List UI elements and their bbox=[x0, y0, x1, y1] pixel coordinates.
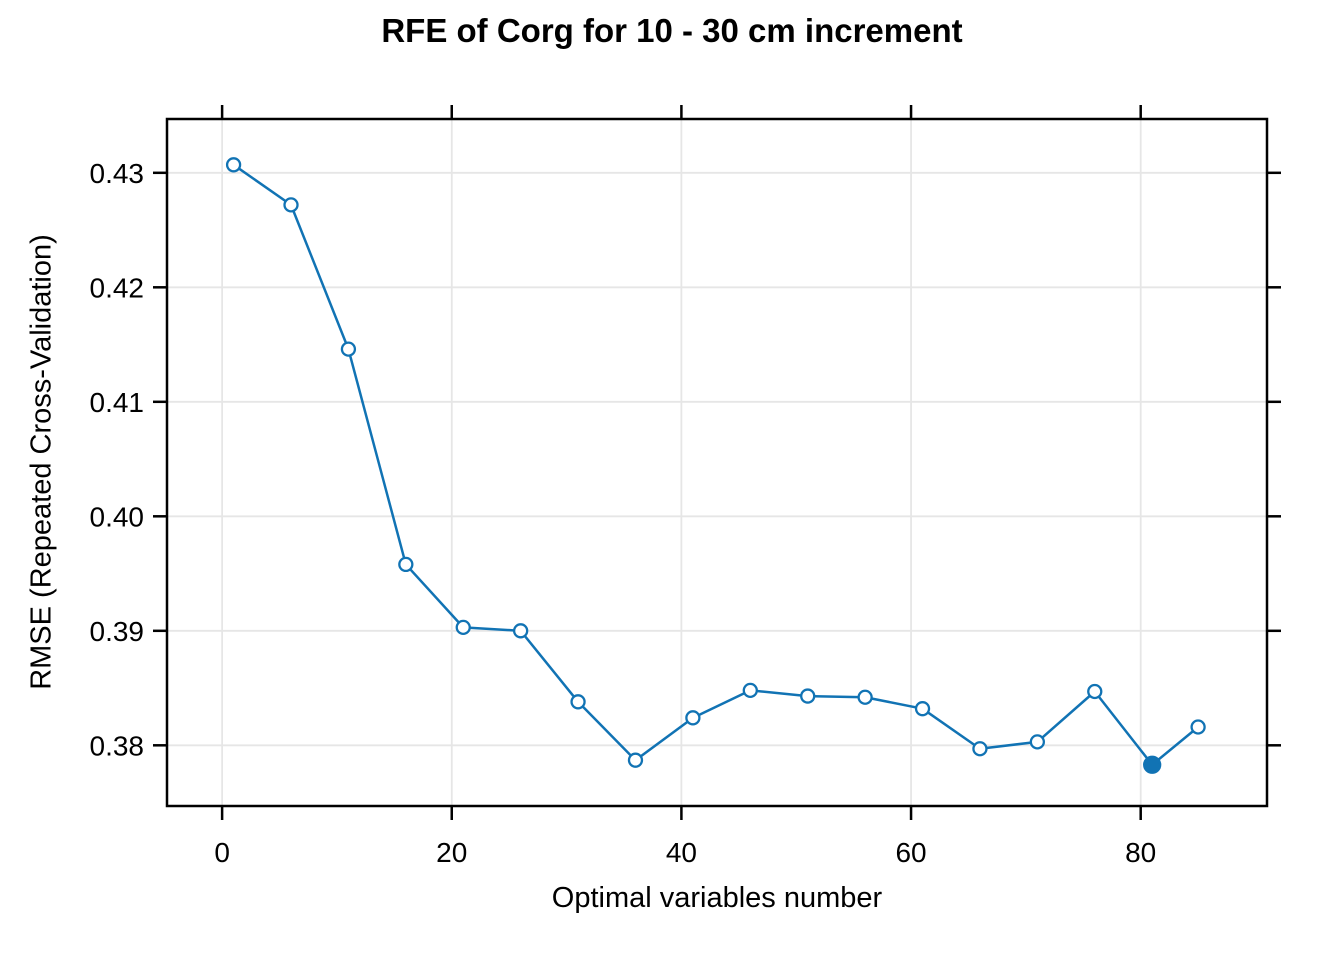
data-point bbox=[914, 701, 931, 717]
data-point bbox=[1087, 683, 1103, 700]
data-point bbox=[742, 682, 758, 699]
series-line bbox=[232, 163, 1200, 767]
data-point bbox=[685, 710, 701, 726]
data-point bbox=[340, 341, 357, 357]
data-point bbox=[513, 623, 529, 639]
y-tick-label: 0.38 bbox=[90, 730, 145, 761]
plot-border bbox=[165, 117, 1269, 808]
x-tick-label: 0 bbox=[214, 837, 230, 868]
x-tick-label: 60 bbox=[895, 837, 926, 868]
y-tick-label: 0.39 bbox=[90, 616, 145, 647]
data-points bbox=[225, 157, 1206, 774]
grid-lines bbox=[167, 119, 1267, 806]
data-point bbox=[800, 688, 816, 704]
data-point bbox=[398, 556, 414, 573]
y-tick-label: 0.41 bbox=[90, 387, 145, 418]
x-tick-label: 20 bbox=[436, 837, 467, 868]
y-tick-label: 0.42 bbox=[90, 272, 145, 303]
x-axis-label: Optimal variables number bbox=[551, 882, 883, 914]
data-point bbox=[857, 689, 873, 705]
data-point bbox=[972, 741, 988, 757]
x-tick-label: 40 bbox=[666, 837, 697, 868]
data-point bbox=[225, 157, 242, 173]
data-point bbox=[1190, 719, 1206, 735]
data-point bbox=[570, 694, 586, 710]
tick-labels: 0 20 40 60 80 0.38 0.39 0.40 0.41 0.42 0.43 bbox=[90, 158, 1157, 868]
y-tick-label: 0.43 bbox=[90, 158, 145, 189]
chart-title: RFE of Corg for 10 - 30 cm increment bbox=[381, 12, 963, 49]
data-point bbox=[283, 197, 299, 213]
best-data-point bbox=[1143, 755, 1162, 774]
x-tick-label: 80 bbox=[1125, 837, 1156, 868]
data-point bbox=[1029, 734, 1046, 750]
data-point bbox=[455, 619, 471, 636]
y-tick-label: 0.40 bbox=[90, 501, 145, 532]
axis-ticks bbox=[153, 105, 1281, 820]
data-point bbox=[627, 752, 644, 768]
